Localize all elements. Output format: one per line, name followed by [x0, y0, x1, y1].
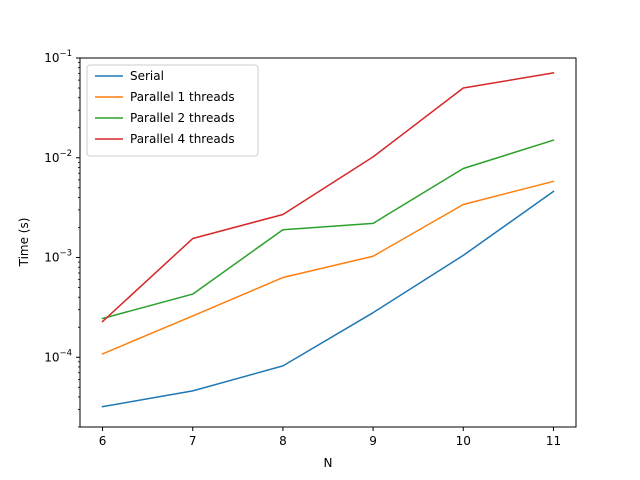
plot-frame — [79, 57, 577, 428]
y-tick-exponent: −1 — [59, 49, 72, 59]
y-tick-label: 10−2 — [44, 149, 72, 165]
y-tick-exponent: −4 — [59, 348, 72, 358]
y-tick-label: 10−4 — [44, 348, 72, 364]
series-line-parallel-1-threads — [101, 180, 555, 355]
x-axis-label: N — [324, 456, 333, 470]
series-line-parallel-4-threads — [101, 71, 555, 323]
x-tick-label: 10 — [456, 434, 471, 448]
y-tick-base: 10 — [44, 51, 59, 65]
legend-label: Parallel 2 threads — [130, 111, 235, 125]
x-tick-label: 7 — [189, 434, 197, 448]
legend-label: Parallel 4 threads — [130, 132, 235, 146]
y-tick-base: 10 — [44, 151, 59, 165]
y-tick-base: 10 — [44, 350, 59, 364]
y-tick-label: 10−3 — [44, 249, 72, 265]
x-axis: 6 7 8 9 10 11 — [99, 427, 561, 448]
x-tick-label: 6 — [99, 434, 107, 448]
legend-label: Parallel 1 threads — [130, 90, 235, 104]
x-tick-label: 9 — [369, 434, 377, 448]
series-line-parallel-2-threads — [101, 139, 555, 320]
y-tick-exponent: −3 — [59, 249, 72, 259]
legend-box — [86, 64, 259, 157]
series-layer — [101, 71, 555, 408]
y-tick-base: 10 — [44, 251, 59, 265]
legend-label: Serial — [130, 69, 164, 83]
x-tick-label: 8 — [279, 434, 287, 448]
legend: Serial Parallel 1 threads Parallel 2 threa… — [86, 64, 259, 157]
y-axis: 10−410−310−210−1 — [44, 49, 80, 428]
y-tick-label: 10−1 — [44, 49, 72, 65]
x-tick-label: 11 — [546, 434, 561, 448]
y-axis-label: Time (s) — [17, 218, 31, 268]
series-line-serial — [101, 190, 555, 408]
y-tick-exponent: −2 — [59, 149, 72, 159]
